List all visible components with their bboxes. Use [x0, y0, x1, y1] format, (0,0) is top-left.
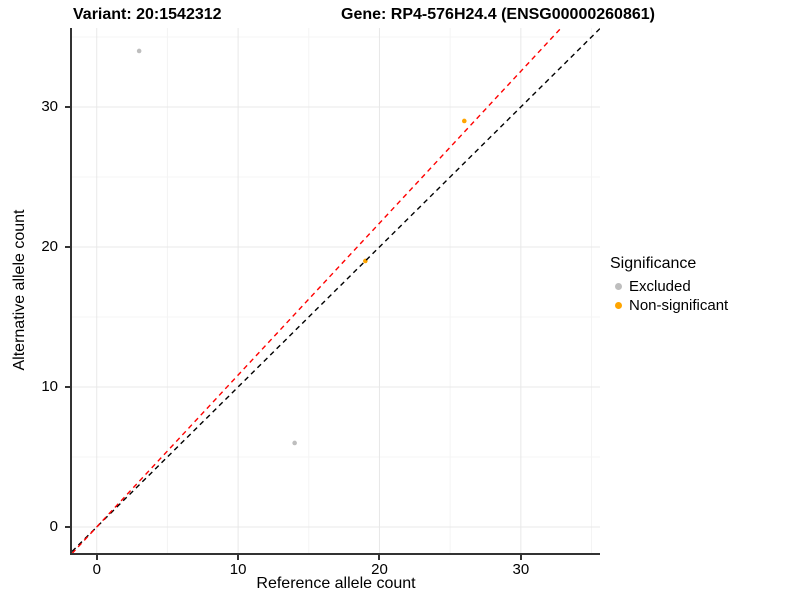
x-tick-mark: [519, 555, 522, 560]
legend-item-non-significant: Non-significant: [610, 296, 728, 315]
data-point-non-significant: [461, 118, 467, 124]
legend-item-label: Excluded: [629, 278, 691, 295]
data-point-excluded: [136, 48, 142, 54]
non-significant-dot-icon: [615, 302, 622, 309]
x-tick-mark: [378, 555, 381, 560]
x-tick-label: 30: [512, 561, 530, 578]
x-tick-label: 0: [92, 561, 101, 578]
legend-item-label: Non-significant: [629, 297, 729, 314]
y-tick-mark: [65, 385, 70, 388]
y-tick-mark: [65, 525, 70, 528]
y-tick-mark: [65, 105, 70, 108]
y-tick-mark: [65, 245, 70, 248]
variant-title: Variant: 20:1542312: [73, 6, 222, 23]
identity-line: [72, 28, 600, 552]
x-axis-title: Reference allele count: [256, 575, 416, 592]
y-tick-label: 20: [41, 237, 58, 255]
fit-line: [72, 28, 563, 553]
x-tick-label: 10: [229, 561, 247, 578]
x-tick-label: 20: [371, 561, 388, 578]
data-point-excluded: [292, 440, 297, 446]
x-tick-mark: [237, 555, 240, 560]
y-axis-title: Alternative allele count: [11, 209, 28, 371]
gene-title: Gene: RP4-576H24.4 (ENSG00000260861): [341, 6, 655, 23]
plot-panel: 0 10 20 30 0 10 20 30: [41, 28, 600, 578]
legend-item-excluded: Excluded: [610, 277, 728, 296]
y-tick-label: 0: [49, 517, 58, 535]
y-tick-label: 30: [41, 97, 58, 115]
legend: Significance Excluded Non-significant: [610, 255, 728, 315]
x-tick-mark: [95, 555, 98, 560]
y-tick-label: 10: [41, 377, 58, 395]
legend-title: Significance: [610, 255, 697, 272]
scatter-plot-svg: [72, 28, 600, 553]
excluded-dot-icon: [615, 283, 622, 290]
